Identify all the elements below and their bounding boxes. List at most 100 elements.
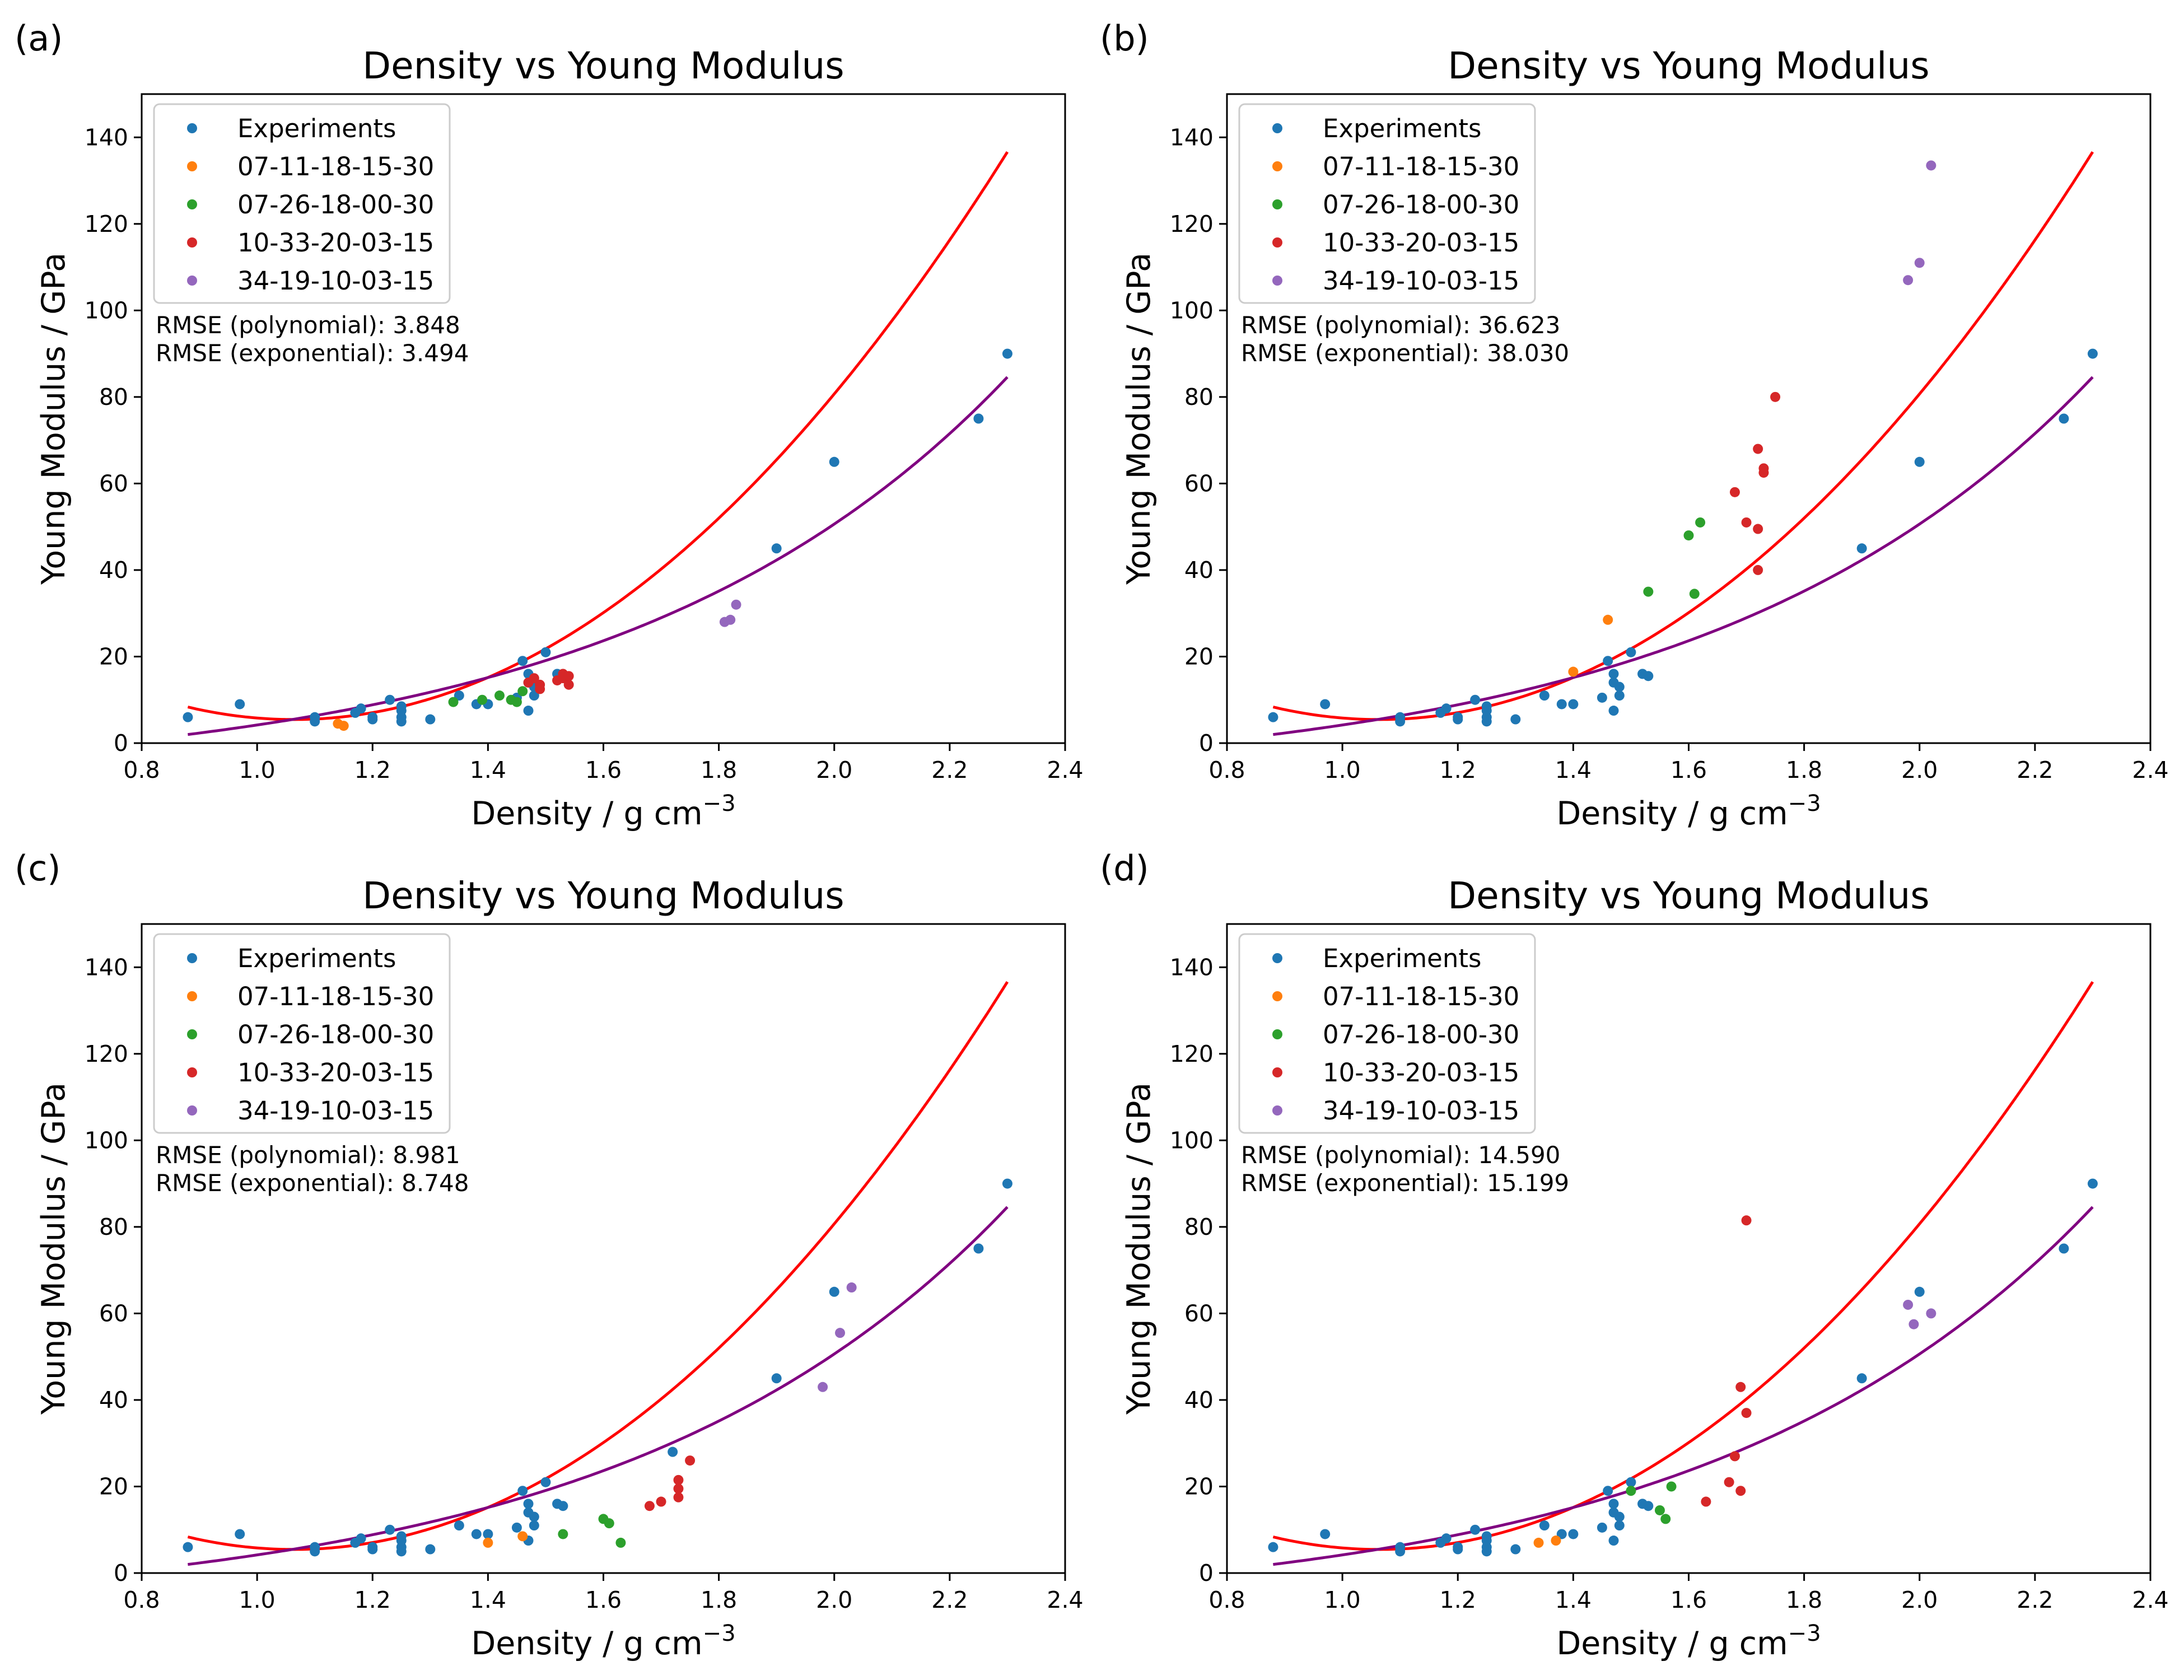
y-tick-label: 60 xyxy=(1184,1300,1214,1327)
data-point xyxy=(517,686,528,697)
data-point xyxy=(517,1486,528,1496)
x-tick-label: 0.8 xyxy=(123,1586,160,1613)
panel-label: (d) xyxy=(1100,848,1149,889)
data-point xyxy=(1666,1481,1677,1492)
data-point xyxy=(1614,1520,1625,1531)
data-point xyxy=(1741,1215,1752,1226)
data-point xyxy=(356,1533,366,1544)
y-tick-label: 20 xyxy=(99,1473,128,1500)
data-point xyxy=(1643,586,1654,597)
data-point xyxy=(483,1529,493,1539)
y-tick-label: 80 xyxy=(99,384,128,410)
data-point xyxy=(425,1544,436,1555)
rmse-annotation: RMSE (exponential): 15.199 xyxy=(1241,1169,1569,1197)
data-point xyxy=(1608,1536,1619,1546)
data-point xyxy=(1914,456,1925,467)
legend-marker xyxy=(1272,1105,1282,1116)
x-axis-label: Density / g cm−3 xyxy=(1556,791,1821,832)
data-point xyxy=(494,690,505,701)
data-point xyxy=(1758,463,1769,474)
data-point xyxy=(1510,1544,1521,1555)
legend-label: 07-26-18-00-30 xyxy=(237,1020,434,1049)
legend-marker xyxy=(187,1067,197,1077)
data-point xyxy=(1568,699,1579,710)
y-tick-label: 100 xyxy=(1170,1127,1214,1154)
data-point xyxy=(2087,1178,2098,1189)
data-point xyxy=(731,599,741,610)
x-tick-label: 1.8 xyxy=(1786,757,1822,783)
x-tick-label: 1.8 xyxy=(701,757,737,783)
legend-label: 34-19-10-03-15 xyxy=(237,1096,434,1126)
legend-label: 10-33-20-03-15 xyxy=(237,1058,434,1088)
x-tick-label: 1.2 xyxy=(1440,1586,1476,1613)
data-point xyxy=(1626,1477,1636,1487)
data-point xyxy=(1614,690,1625,701)
legend-marker xyxy=(187,161,197,171)
legend-marker xyxy=(1272,991,1282,1001)
x-tick-label: 2.2 xyxy=(2017,757,2053,783)
data-point xyxy=(829,456,839,467)
data-point xyxy=(1626,1486,1636,1496)
data-point xyxy=(425,714,436,725)
data-point xyxy=(725,614,736,625)
data-point xyxy=(1643,671,1654,682)
data-point xyxy=(540,1477,551,1487)
chart-panel: (a) Density vs Young Modulus 0.8 1.0 1.2 1.4 1… xyxy=(15,18,1084,832)
x-tick-label: 1.0 xyxy=(1324,757,1361,783)
data-point xyxy=(183,712,193,722)
x-tick-label: 1.4 xyxy=(1555,757,1592,783)
chart-title: Density vs Young Modulus xyxy=(362,44,844,87)
x-tick-label: 1.2 xyxy=(354,1586,391,1613)
legend-marker xyxy=(187,953,197,963)
data-point xyxy=(1643,1501,1654,1511)
y-tick-label: 0 xyxy=(1199,730,1214,757)
data-point xyxy=(1695,517,1706,528)
data-point xyxy=(1626,647,1636,657)
data-region xyxy=(1268,151,2098,736)
data-point xyxy=(818,1382,828,1392)
legend-label: 07-11-18-15-30 xyxy=(237,982,434,1011)
data-point xyxy=(1603,1486,1613,1496)
legend-marker xyxy=(187,991,197,1001)
data-point xyxy=(529,1520,539,1531)
x-tick-label: 2.4 xyxy=(2132,1586,2168,1613)
data-point xyxy=(1903,275,1914,286)
data-point xyxy=(846,1282,857,1293)
data-point xyxy=(1470,694,1481,705)
x-tick-label: 1.0 xyxy=(239,757,276,783)
data-point xyxy=(511,1522,522,1533)
data-point xyxy=(1556,699,1567,710)
data-point xyxy=(540,647,551,657)
x-tick-label: 1.4 xyxy=(1555,1586,1592,1613)
data-point xyxy=(1753,524,1763,534)
data-point xyxy=(483,1537,493,1548)
y-tick-label: 120 xyxy=(85,211,128,237)
x-tick-label: 1.2 xyxy=(354,757,391,783)
x-axis-label-text: Density / g cm xyxy=(1556,1625,1788,1662)
data-point xyxy=(1608,669,1619,679)
data-region xyxy=(1268,981,2098,1566)
y-tick-label: 140 xyxy=(85,954,128,981)
data-point xyxy=(448,697,459,707)
data-point xyxy=(1741,1408,1752,1418)
legend-marker xyxy=(1272,161,1282,171)
data-point xyxy=(529,673,539,684)
data-point xyxy=(558,1529,568,1539)
data-point xyxy=(1753,564,1763,575)
data-point xyxy=(1908,1319,1919,1329)
x-tick-label: 1.6 xyxy=(585,757,622,783)
data-point xyxy=(1753,444,1763,454)
data-point xyxy=(385,694,395,705)
axes-frame xyxy=(1226,93,2152,744)
legend-label: Experiments xyxy=(1323,114,1481,143)
legend-marker xyxy=(187,199,197,209)
data-point xyxy=(2087,348,2098,359)
y-tick-label: 40 xyxy=(1184,557,1214,584)
x-tick-label: 2.0 xyxy=(816,1586,852,1613)
x-tick-label: 0.8 xyxy=(123,757,160,783)
y-tick-label: 80 xyxy=(1184,384,1214,410)
y-tick-label: 140 xyxy=(1170,124,1214,151)
data-point xyxy=(2059,1243,2069,1254)
data-point xyxy=(1539,690,1550,701)
exponential-fit-line xyxy=(188,376,1009,736)
